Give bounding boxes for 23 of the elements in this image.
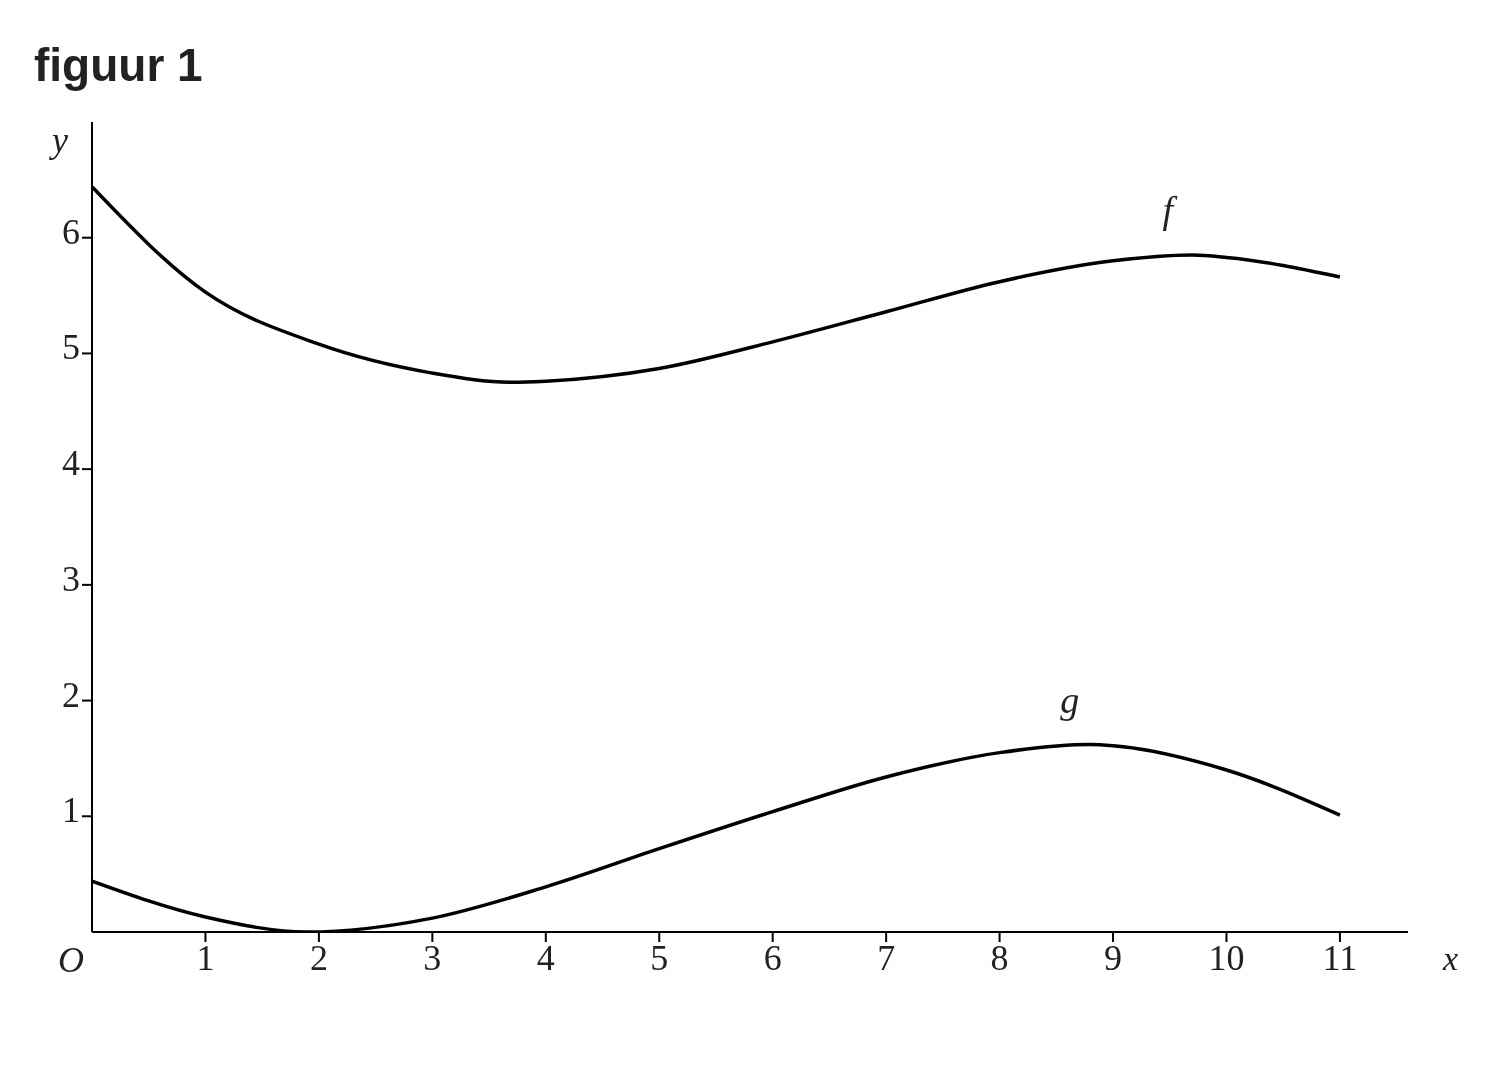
y-tick-label: 1 <box>62 790 80 831</box>
x-tick-label: 5 <box>650 938 669 978</box>
x-axis-title: x <box>1441 940 1458 977</box>
x-tick-label: 4 <box>536 938 555 978</box>
x-tick-label: 8 <box>990 938 1009 978</box>
x-tick-label: 10 <box>1208 938 1245 978</box>
y-tick-label: 3 <box>62 558 80 599</box>
y-tick-label: 5 <box>62 327 80 368</box>
x-tick-label: 11 <box>1322 938 1358 978</box>
x-tick-label: 7 <box>877 938 896 978</box>
text: O <box>58 940 84 980</box>
x-tick-label: 3 <box>423 938 442 978</box>
y-axis-title: y <box>49 120 68 160</box>
y-tick-label: 4 <box>62 443 80 484</box>
y-tick-label: 2 <box>62 674 80 715</box>
chart-title: figuur 1 <box>34 38 204 92</box>
x-tick-label: 1 <box>196 938 215 978</box>
y-tick-label: 6 <box>62 211 80 252</box>
x-tick-label: 2 <box>309 938 328 978</box>
x-tick-label: 9 <box>1104 938 1123 978</box>
x-tick-label: 6 <box>763 938 782 978</box>
series-label: f <box>1162 189 1178 232</box>
series-label: g <box>1060 678 1080 721</box>
